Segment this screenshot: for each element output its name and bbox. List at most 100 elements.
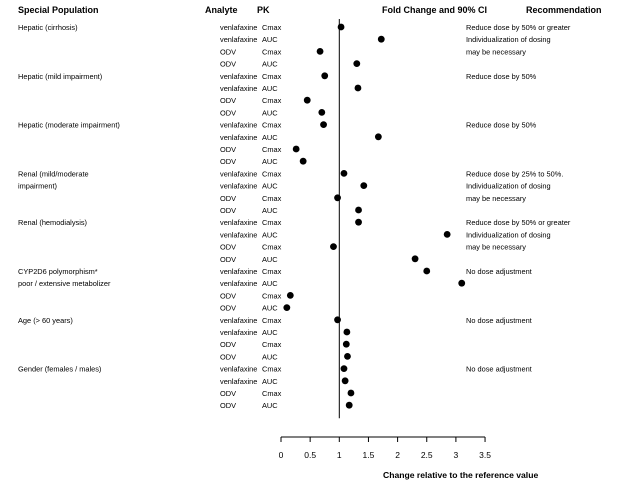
population-group: Hepatic (cirrhosis) Reduce dose by 50% or… (18, 23, 571, 69)
pk-label: Cmax (262, 291, 282, 300)
pk-label: Cmax (262, 194, 282, 203)
pk-label: AUC (262, 352, 278, 361)
recommendation-text: Reduce dose by 25% to 50%. (466, 169, 563, 178)
pk-label: Cmax (262, 365, 282, 374)
pk-label: Cmax (262, 169, 282, 178)
analyte-label: venlafaxine (220, 35, 257, 44)
x-tick-label: 0.5 (304, 450, 316, 460)
population-label: Age (> 60 years) (18, 316, 73, 325)
recommendation-text: Individualization of dosing (466, 230, 551, 239)
population-label: Hepatic (moderate impairment) (18, 121, 120, 130)
population-group: Renal (mild/moderate impairment) Reduce do… (18, 169, 563, 215)
recommendation-text: Reduce dose by 50% (466, 72, 537, 81)
pk-label: Cmax (262, 72, 282, 81)
data-point (340, 365, 348, 372)
pk-label: Cmax (262, 121, 282, 130)
pk-label: AUC (262, 206, 278, 215)
header-recommendation: Recommendation (526, 5, 602, 15)
data-point (423, 267, 431, 275)
recommendation-text: Reduce dose by 50% or greater (466, 23, 571, 32)
pk-label: Cmax (262, 389, 282, 398)
data-point (330, 243, 337, 251)
population-label: Gender (females / males) (18, 365, 101, 374)
pk-label: Cmax (262, 96, 282, 105)
analyte-label: ODV (220, 108, 236, 117)
analyte-label: ODV (220, 243, 236, 252)
analyte-label: ODV (220, 291, 236, 300)
recommendation-text: Individualization of dosing (466, 35, 551, 44)
data-point (286, 292, 294, 299)
recommendation-text: may be necessary (466, 243, 526, 252)
population-label: CYP2D6 polymorphism* (18, 267, 98, 276)
pk-label: AUC (262, 304, 278, 313)
pk-label: AUC (262, 108, 278, 117)
analyte-label: venlafaxine (220, 169, 257, 178)
analyte-label: ODV (220, 389, 236, 398)
population-label: Renal (mild/moderate (18, 169, 89, 178)
analyte-label: ODV (220, 157, 236, 166)
recommendation-text: No dose adjustment (466, 316, 532, 325)
pk-label: Cmax (262, 47, 282, 56)
x-tick-label: 3 (454, 450, 459, 460)
pk-label: Cmax (262, 218, 282, 227)
recommendation-text: Individualization of dosing (466, 182, 551, 191)
data-point (344, 353, 351, 360)
x-axis: 0 0.5 1 1.5 2 2.5 3 3.5 (279, 436, 491, 460)
analyte-label: venlafaxine (220, 84, 257, 93)
data-point (337, 23, 345, 31)
analyte-label: venlafaxine (220, 218, 257, 227)
recommendation-text: Reduce dose by 50% (466, 121, 537, 130)
data-point (334, 316, 341, 324)
header-analyte: Analyte (205, 5, 238, 15)
header-pk: PK (257, 5, 270, 15)
data-point (318, 109, 326, 116)
data-point (345, 401, 353, 409)
analyte-label: ODV (220, 206, 236, 215)
pk-label: Cmax (262, 145, 282, 154)
x-tick-label: 1 (337, 450, 342, 460)
recommendation-text: No dose adjustment (466, 365, 532, 374)
analyte-label: venlafaxine (220, 365, 257, 374)
data-point (340, 170, 348, 177)
analyte-label: venlafaxine (220, 328, 257, 337)
data-point (355, 206, 362, 214)
analyte-label: ODV (220, 352, 236, 361)
analyte-label: venlafaxine (220, 121, 257, 130)
x-tick-label: 0 (279, 450, 284, 460)
data-point (411, 255, 419, 263)
analyte-label: venlafaxine (220, 316, 257, 325)
analyte-label: ODV (220, 96, 236, 105)
population-group: Hepatic (mild impairment) Reduce dose by … (18, 72, 537, 118)
data-point (353, 60, 361, 67)
analyte-label: venlafaxine (220, 23, 257, 32)
analyte-label: ODV (220, 60, 236, 69)
pk-label: AUC (262, 255, 278, 264)
header-special-population: Special Population (18, 5, 99, 15)
recommendation-text: may be necessary (466, 194, 526, 203)
pk-label: AUC (262, 377, 278, 386)
population-group: CYP2D6 polymorphism* poor / extensive met… (18, 267, 532, 313)
data-point (347, 389, 355, 397)
analyte-label: venlafaxine (220, 182, 257, 191)
pk-label: Cmax (262, 23, 282, 32)
x-axis-label: Change relative to the reference value (383, 470, 538, 480)
data-point (299, 157, 307, 165)
analyte-label: ODV (220, 145, 236, 154)
pk-label: AUC (262, 157, 278, 166)
pk-label: AUC (262, 60, 278, 69)
population-label: Hepatic (mild impairment) (18, 72, 102, 81)
data-point (443, 231, 451, 238)
population-label: Hepatic (cirrhosis) (18, 23, 78, 32)
analyte-label: ODV (220, 47, 236, 56)
data-point (354, 84, 362, 92)
data-point (355, 218, 362, 226)
data-point (316, 48, 324, 55)
data-point (320, 121, 327, 128)
data-point (342, 340, 350, 348)
pk-label: AUC (262, 133, 278, 142)
x-tick-label: 2 (395, 450, 400, 460)
data-point (343, 328, 351, 336)
data-point (377, 35, 385, 43)
analyte-label: venlafaxine (220, 133, 257, 142)
pk-label: AUC (262, 279, 278, 288)
